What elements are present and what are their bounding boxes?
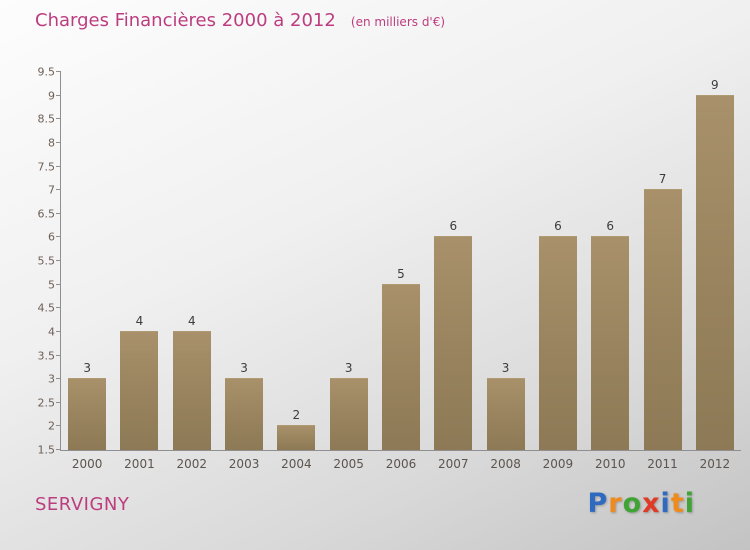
y-tick-label: 9 (48, 89, 55, 103)
y-tick-mark (56, 354, 61, 356)
bar-2008 (486, 378, 525, 450)
bar-2010 (591, 236, 630, 450)
y-tick-mark (56, 236, 61, 238)
logo-letter: x (642, 488, 661, 519)
bar-chart-plot-area: 1.5 2 2.5 3 3.5 4 4.5 5 5.5 6 6.5 7 7.5 8 8.5 9 9.5 3 2000… (38, 66, 741, 471)
y-tick-label: 2 (48, 419, 55, 433)
y-tick-mark (56, 118, 61, 120)
bar-value-label: 3 (83, 361, 91, 376)
y-tick-label: 6 (48, 230, 55, 244)
bar-value-label: 5 (397, 266, 405, 281)
y-tick-mark (56, 189, 61, 191)
y-tick-label: 7.5 (37, 160, 56, 173)
chart-header: Charges Financières 2000 à 2012 (en mill… (35, 10, 445, 31)
x-tick-label: 2003 (228, 457, 260, 471)
y-tick-mark (56, 141, 61, 143)
bar-value-label: 4 (135, 313, 144, 328)
y-tick-label: 2.5 (37, 396, 56, 410)
y-tick-label: 5 (48, 278, 55, 292)
chart-title: Charges Financières 2000 à 2012 (35, 10, 336, 31)
y-tick-label: 8 (48, 136, 55, 150)
x-tick-label: 2007 (438, 457, 469, 471)
bar-2009 (538, 236, 577, 450)
logo-letter: i (684, 488, 695, 519)
bar-2012 (695, 94, 734, 450)
x-tick-label: 2009 (542, 457, 574, 471)
x-tick-label: 2005 (333, 457, 364, 471)
logo-letter: i (660, 488, 671, 519)
y-tick-mark (56, 425, 61, 427)
y-tick-mark (56, 307, 61, 309)
bar-value-label: 7 (658, 172, 667, 187)
x-tick-label: 2010 (594, 457, 626, 471)
bar-2006 (382, 283, 420, 450)
logo-letter: P (587, 488, 609, 519)
bar-2007 (434, 236, 473, 450)
y-tick-label: 7 (48, 183, 55, 197)
bar-value-label: 2 (292, 408, 301, 423)
x-tick-label: 2012 (699, 457, 731, 471)
y-tick-mark (56, 283, 61, 285)
logo-letter: o (622, 488, 643, 519)
bar-value-label: 4 (187, 313, 196, 328)
y-tick-mark (56, 71, 61, 72)
bar-2003 (225, 378, 264, 450)
y-tick-mark (56, 401, 61, 403)
bar-value-label: 6 (606, 219, 615, 234)
x-tick-label: 2001 (124, 457, 155, 471)
y-tick-mark (56, 165, 61, 167)
bar-value-label: 6 (554, 219, 562, 234)
bar-value-label: 3 (344, 361, 353, 376)
x-tick-label: 2008 (490, 457, 521, 471)
y-tick-mark (56, 260, 61, 261)
bar-value-label: 9 (711, 77, 719, 92)
x-tick-label: 2011 (647, 457, 678, 471)
y-tick-label: 5.5 (37, 254, 56, 268)
y-tick-mark (56, 449, 61, 450)
logo-letter: r (608, 488, 623, 519)
y-tick-label: 4.5 (37, 301, 56, 315)
x-tick-label: 2004 (281, 457, 312, 471)
bar-2011 (643, 189, 682, 450)
y-tick-mark (56, 330, 61, 332)
bar-2005 (329, 378, 368, 450)
logo-letter: t (670, 488, 685, 519)
x-tick-label: 2006 (385, 457, 417, 471)
proxiti-logo: Proxiti (587, 488, 695, 519)
y-tick-mark (56, 212, 61, 214)
bar-value-label: 3 (501, 361, 510, 376)
bar-2002 (172, 330, 211, 450)
y-tick-label: 4 (48, 325, 55, 339)
y-tick-label: 3.5 (37, 349, 56, 362)
bar-value-label: 3 (240, 361, 248, 376)
y-tick-mark (56, 378, 61, 380)
y-tick-mark (56, 94, 61, 96)
y-tick-label: 3 (48, 372, 55, 386)
x-tick-label: 2000 (71, 457, 103, 471)
y-tick-label: 1.5 (37, 443, 56, 457)
y-tick-label: 6.5 (37, 207, 56, 221)
bar-value-label: 6 (449, 219, 458, 234)
y-tick-label: 8.5 (37, 112, 56, 126)
chart-subtitle: (en milliers d'€) (350, 15, 446, 29)
bar-2004 (277, 425, 316, 450)
bar-2001 (120, 330, 159, 450)
y-tick-label: 9.5 (37, 65, 56, 79)
location-label: SERVIGNY (35, 494, 130, 515)
bar-2000 (68, 378, 107, 450)
x-tick-label: 2002 (176, 457, 208, 471)
